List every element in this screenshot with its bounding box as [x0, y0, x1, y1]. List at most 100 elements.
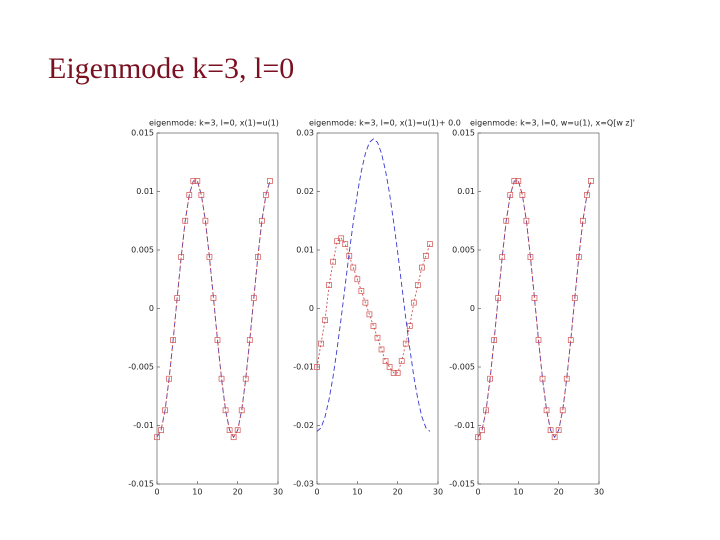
marker: [555, 427, 562, 434]
marker: [318, 340, 324, 347]
marker: [410, 299, 417, 306]
marker: [503, 217, 510, 224]
marker: [487, 375, 493, 382]
marker: [334, 238, 341, 245]
x-tick-label: 0: [154, 488, 159, 497]
marker: [354, 276, 361, 283]
y-tick-label: 0.015: [131, 129, 154, 138]
marker: [198, 192, 205, 198]
y-tick-label: 0.01: [136, 187, 154, 196]
plot-area: [156, 132, 279, 485]
y-tick-label: 0.005: [131, 246, 154, 255]
marker: [575, 254, 582, 260]
marker: [246, 337, 253, 343]
y-tick-label: -0.01: [454, 421, 475, 430]
marker: [535, 337, 542, 343]
marker: [314, 364, 320, 370]
y-tick-label: 0.03: [296, 129, 314, 138]
marker: [210, 295, 217, 301]
marker: [398, 358, 405, 364]
marker: [531, 295, 538, 301]
marker: [382, 358, 389, 364]
marker: [338, 235, 345, 242]
marker: [174, 295, 181, 301]
x-tick-label: 0: [475, 488, 480, 497]
marker: [584, 192, 590, 198]
marker: [580, 217, 586, 224]
marker: [567, 337, 574, 343]
marker: [406, 323, 413, 329]
marker: [519, 192, 526, 198]
marker: [551, 434, 558, 441]
marker: [222, 407, 229, 414]
marker: [178, 254, 185, 260]
y-tick-label: 0.015: [452, 129, 475, 138]
series-line: [316, 138, 431, 432]
marker: [194, 178, 201, 184]
marker: [390, 370, 397, 376]
marker: [423, 253, 429, 259]
marker: [238, 407, 245, 414]
marker: [427, 241, 433, 247]
marker: [499, 254, 506, 260]
marker: [166, 375, 172, 382]
marker: [326, 282, 332, 288]
x-tick-label: 10: [192, 488, 202, 497]
marker: [483, 407, 489, 414]
marker: [479, 427, 485, 434]
plot-area: [477, 132, 600, 485]
marker: [242, 375, 249, 382]
marker: [571, 295, 578, 301]
marker: [547, 427, 554, 434]
chart-title: eigenmode: k=3, l=0, x(1)=u(1)+ 0.0: [309, 119, 461, 128]
marker: [507, 192, 514, 198]
marker: [158, 427, 164, 434]
x-tick-label: 30: [273, 488, 283, 497]
series-line: [316, 237, 431, 374]
marker: [322, 317, 328, 324]
y-tick-label: 0: [309, 304, 314, 313]
chart-title: eigenmode: k=3, l=0, x(1)=u(1): [149, 119, 279, 128]
x-tick-label: 10: [352, 488, 362, 497]
marker: [263, 192, 269, 198]
marker: [230, 434, 237, 441]
marker: [386, 364, 393, 370]
marker: [350, 264, 357, 271]
marker: [378, 346, 385, 353]
y-tick-label: -0.01: [133, 421, 154, 430]
marker: [202, 217, 209, 224]
slide-title: Eigenmode k=3, l=0: [48, 52, 294, 85]
marker: [346, 253, 353, 259]
marker: [206, 254, 213, 260]
y-tick-label: -0.015: [449, 480, 475, 489]
series-line: [156, 180, 271, 439]
marker: [374, 334, 381, 341]
marker: [162, 407, 168, 414]
marker: [186, 192, 193, 198]
marker: [366, 311, 373, 318]
marker: [523, 217, 530, 224]
y-tick-label: -0.005: [449, 363, 475, 372]
marker: [250, 295, 257, 301]
marker: [254, 254, 261, 260]
y-tick-label: 0: [470, 304, 475, 313]
y-tick-label: -0.02: [293, 421, 314, 430]
marker: [218, 375, 225, 382]
y-tick-label: 0.01: [457, 187, 475, 196]
marker: [419, 264, 425, 271]
marker: [182, 217, 189, 224]
marker: [170, 337, 176, 343]
marker: [491, 337, 497, 343]
y-tick-label: 0: [149, 304, 154, 313]
marker: [259, 217, 265, 224]
marker: [475, 434, 481, 441]
marker: [414, 282, 421, 288]
y-tick-label: 0.01: [296, 246, 314, 255]
marker: [370, 323, 377, 329]
marker: [226, 427, 233, 434]
plot-area: [316, 132, 439, 485]
marker: [495, 295, 502, 301]
marker: [515, 178, 522, 184]
marker: [394, 370, 401, 376]
x-tick-label: 10: [513, 488, 523, 497]
